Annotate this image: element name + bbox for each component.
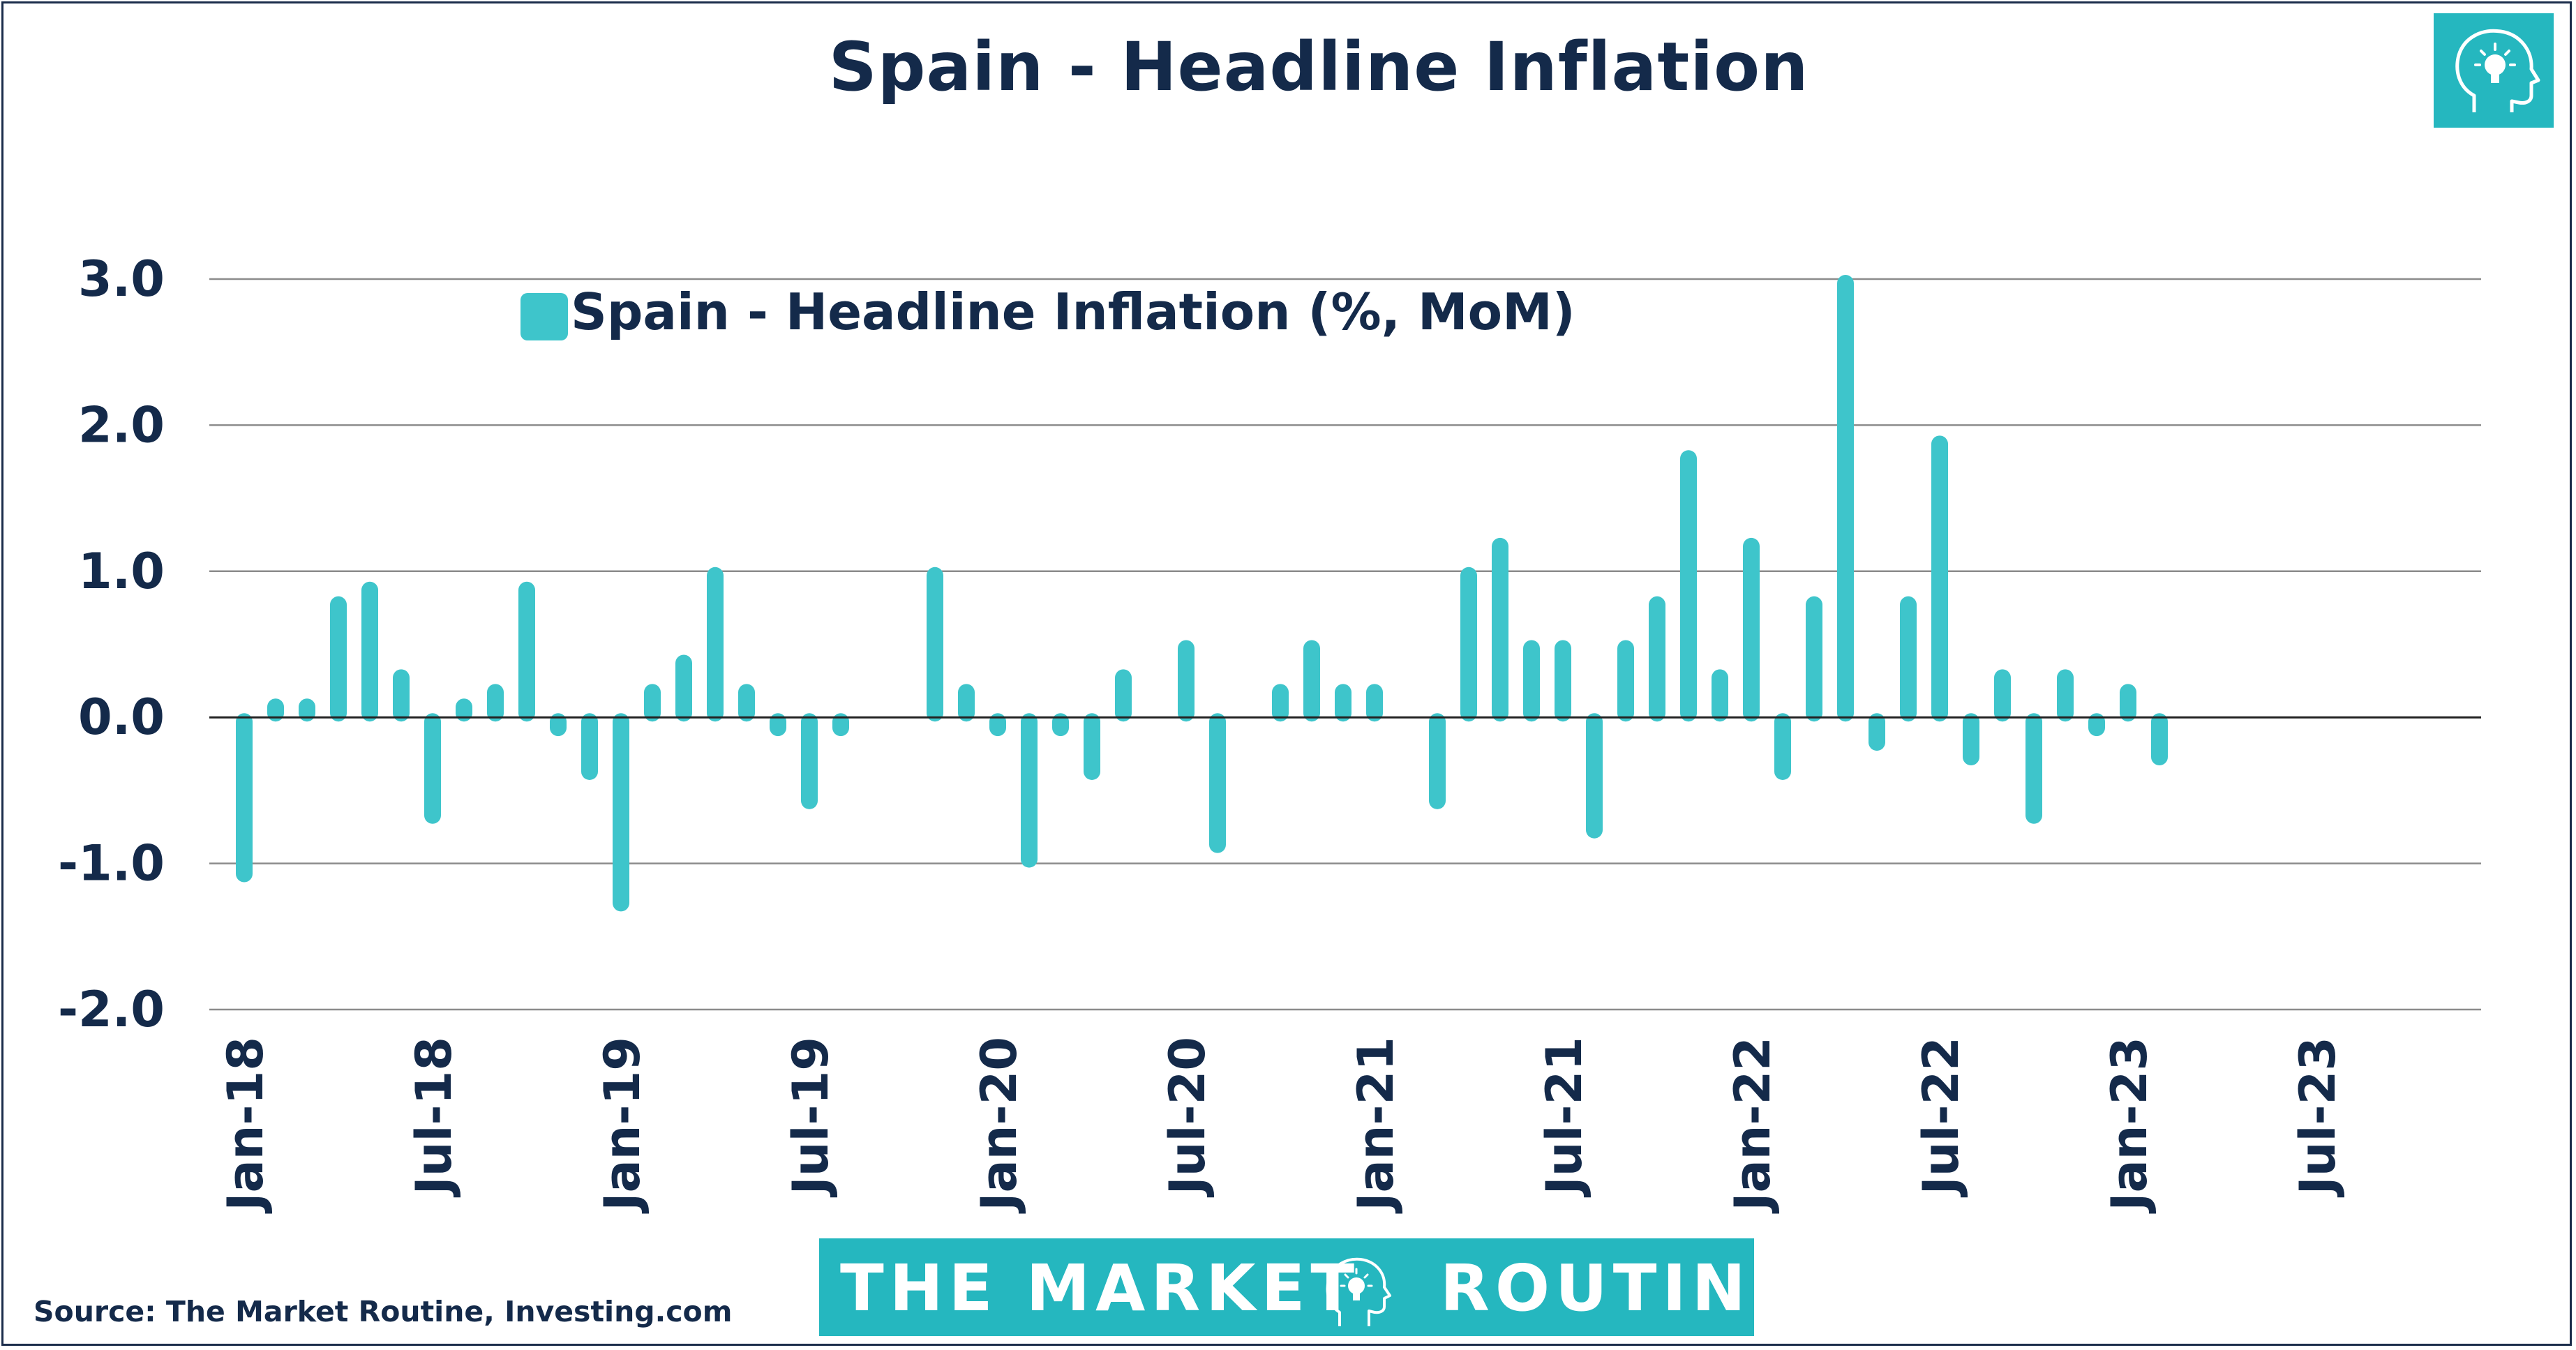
bar [1052,713,1069,737]
y-axis-tick-labels: 3.0 2.0 1.0 0.0 -1.0 -2.0 [58,250,165,1038]
bar [393,669,410,722]
bar [1492,537,1508,722]
bar [801,713,818,809]
bar [424,713,441,824]
bar [1586,713,1603,839]
head-lightbulb-icon [1313,1244,1400,1330]
bar [2120,684,2136,722]
source-note: Source: The Market Routine, Investing.co… [33,1295,733,1328]
x-tick-label: Jan-22 [1724,1037,1781,1214]
bar [958,684,975,722]
brand-name-right: ROUTINE [1440,1251,1801,1326]
bar [644,684,661,722]
bar [2151,713,2168,766]
bar [832,713,849,737]
bar [456,698,472,722]
bar [267,698,284,722]
bar-series [236,275,2168,912]
bar [550,713,567,737]
legend: Spain - Headline Inflation (%, MoM) [521,283,1575,341]
bar [2057,669,2074,722]
bar [989,713,1006,737]
bar [2025,713,2042,824]
bar [518,581,535,722]
bar [236,713,253,883]
y-tick-label: 2.0 [78,396,165,453]
x-tick-label: Jan-23 [2101,1037,2158,1214]
x-tick-label: Jan-20 [971,1037,1028,1214]
x-tick-label: Jul-21 [1536,1037,1593,1197]
bar [330,596,347,722]
bar [1680,450,1697,722]
bar [1335,684,1351,722]
bar [581,713,598,780]
y-tick-label: 1.0 [78,543,165,600]
bar [1303,640,1320,722]
x-tick-label: Jul-23 [2289,1037,2346,1197]
bar [1366,684,1383,722]
x-tick-label: Jul-20 [1159,1037,1216,1197]
bar [613,713,629,912]
bar [770,713,786,737]
bar [1084,713,1100,780]
x-tick-label: Jul-19 [782,1037,839,1197]
chart-title: Spain - Headline Inflation [828,28,1809,106]
bar [1555,640,1571,722]
bar [927,567,943,722]
head-lightbulb-icon [2434,13,2554,128]
bar [1712,669,1728,722]
x-tick-label: Jul-22 [1912,1037,1970,1197]
bar [1209,713,1226,853]
bar [487,684,504,722]
bar [1900,596,1917,722]
y-tick-label: 0.0 [78,689,165,746]
bar [738,684,755,722]
x-axis-tick-labels: Jan-18 Jul-18 Jan-19 Jul-19 Jan-20 Jul-20 Jan-… [217,1037,2346,1214]
bar [1837,275,1854,722]
bar [1272,684,1289,722]
y-tick-label: -1.0 [58,835,165,892]
bar [1994,669,2011,722]
y-tick-label: -2.0 [58,981,165,1038]
bar [1523,640,1540,722]
legend-label: Spain - Headline Inflation (%, MoM) [571,283,1575,341]
x-tick-label: Jul-18 [405,1037,463,1197]
bar [1429,713,1446,809]
brand-banner: THE MARKET ROUTINE [819,1238,1795,1336]
bar [1774,713,1791,780]
x-tick-label: Jan-21 [1347,1037,1405,1214]
brand-name-left: THE MARKET [840,1251,1361,1326]
bar [707,567,724,722]
bar [1806,596,1822,722]
bar [299,698,315,722]
bar [1963,713,1979,766]
bar [1649,596,1665,722]
bar [361,581,378,722]
bar [1021,713,1038,868]
bar [1931,435,1948,722]
bar [675,654,692,722]
bar [1460,567,1477,722]
bar [2088,713,2105,737]
x-tick-label: Jan-18 [217,1037,274,1214]
grid-lines [209,278,2481,1011]
y-tick-label: 3.0 [78,250,165,308]
bar [1115,669,1132,722]
legend-swatch [521,293,568,340]
bar [1743,537,1760,722]
bar [1178,640,1195,722]
bar [1617,640,1634,722]
bar [1869,713,1885,751]
x-tick-label: Jan-19 [594,1037,651,1214]
